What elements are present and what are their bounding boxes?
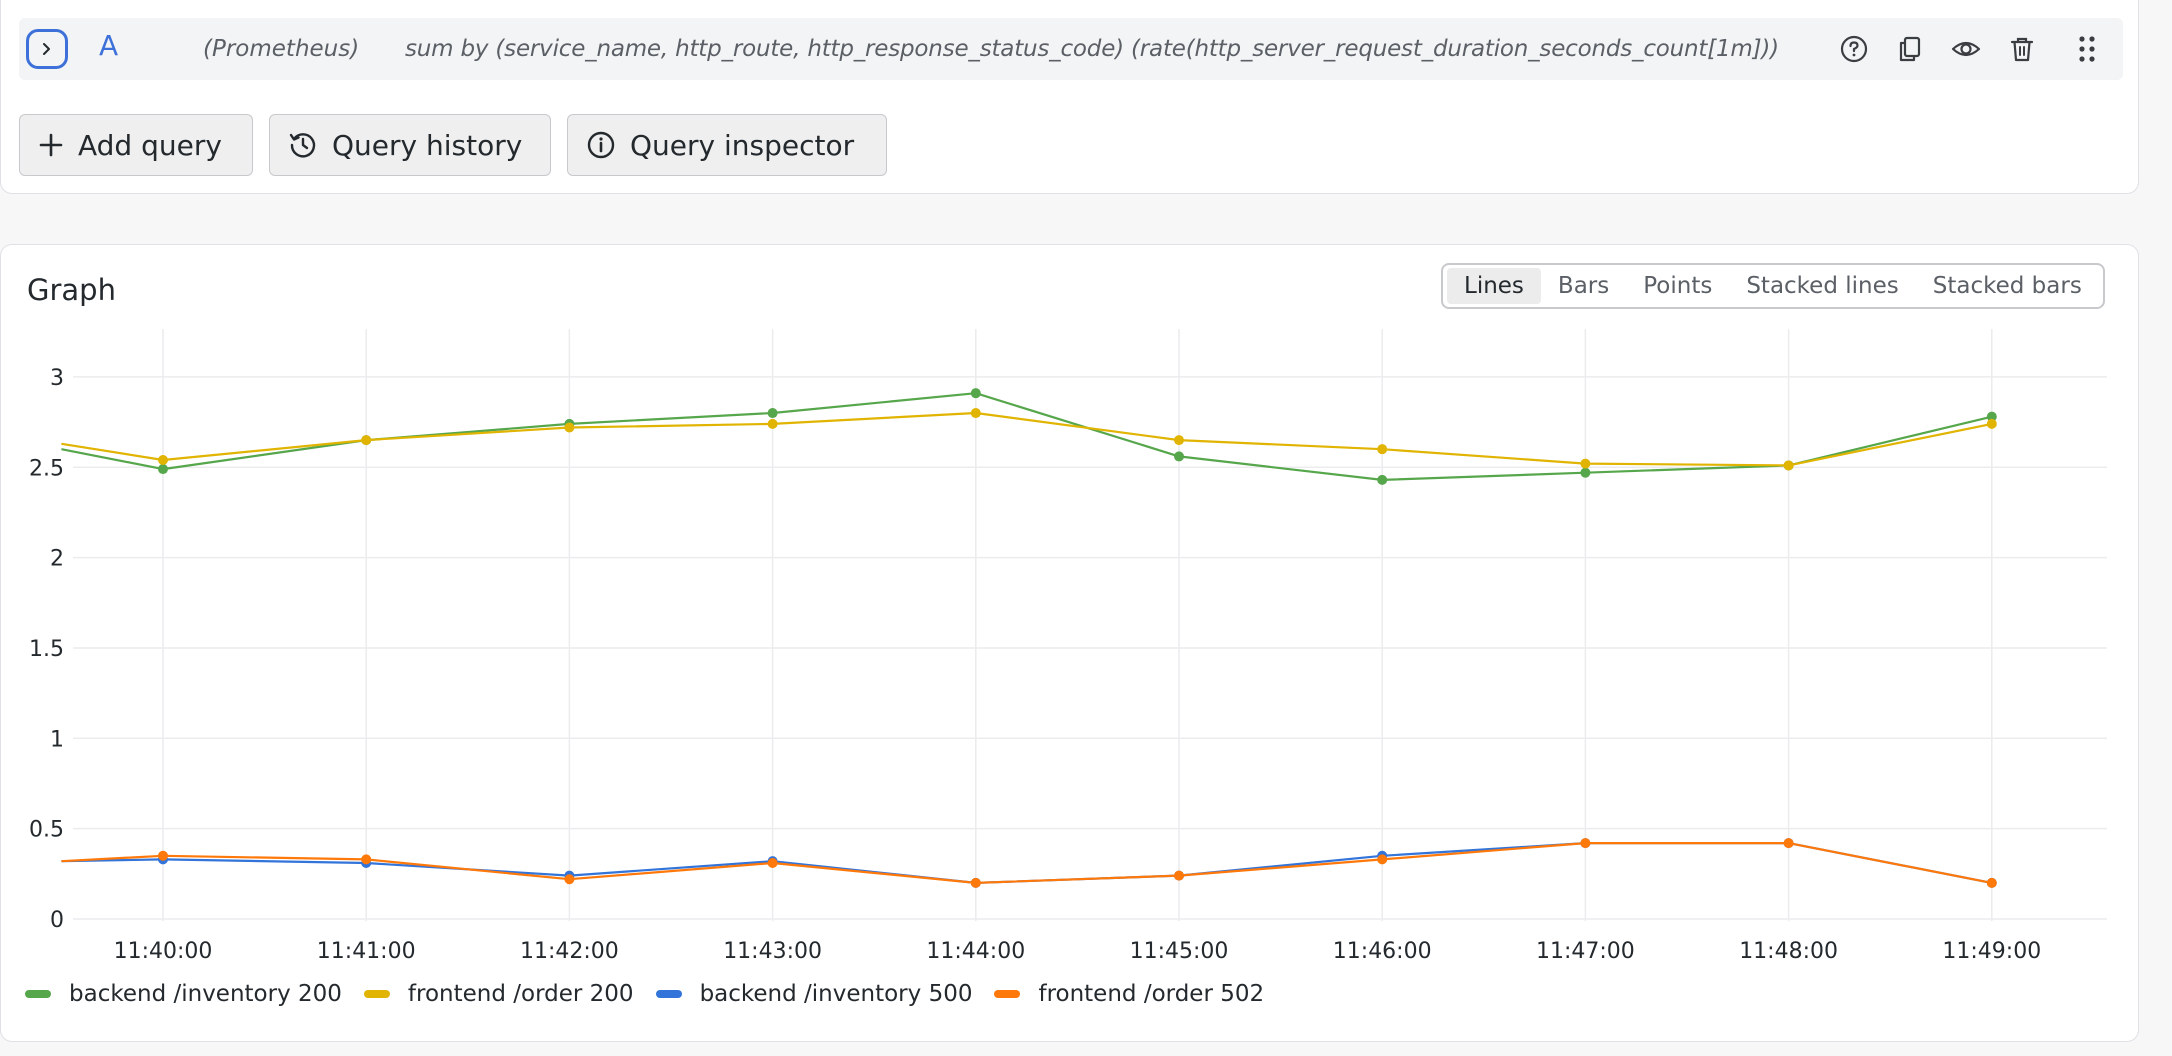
graph-panel: Graph Lines Bars Points Stacked lines St… — [0, 244, 2139, 1042]
info-icon — [587, 131, 615, 159]
legend-label: backend /inventory 200 — [69, 981, 342, 1007]
x-tick-label: 11:47:00 — [1536, 939, 1635, 964]
series-point — [564, 422, 575, 433]
x-tick-label: 11:42:00 — [520, 939, 619, 964]
x-tick-label: 11:40:00 — [114, 939, 213, 964]
datasource-name: (Prometheus) — [203, 36, 360, 62]
series-point — [1986, 418, 1997, 429]
trash-icon[interactable] — [2004, 31, 2040, 67]
series-point — [158, 464, 168, 475]
series-point — [1377, 444, 1388, 455]
series-point — [361, 435, 372, 446]
collapse-toggle-button[interactable] — [26, 29, 68, 69]
legend-swatch — [655, 990, 682, 998]
x-tick-label: 11:46:00 — [1333, 939, 1432, 964]
view-mode-stacked-bars[interactable]: Stacked bars — [1932, 273, 2082, 299]
series-point — [767, 857, 778, 868]
chevron-right-icon — [43, 43, 50, 55]
series-point — [1783, 838, 1794, 849]
view-mode-points[interactable]: Points — [1643, 273, 1713, 299]
x-tick-label: 11:43:00 — [723, 939, 822, 964]
legend-item[interactable]: frontend /order 200 — [363, 981, 634, 1007]
legend-item[interactable]: backend /inventory 200 — [25, 981, 342, 1007]
y-tick-label: 0.5 — [29, 818, 64, 843]
query-history-button[interactable]: Query history — [269, 114, 551, 176]
legend-swatch — [363, 990, 390, 998]
view-mode-lines[interactable]: Lines — [1447, 268, 1541, 304]
graph-title: Graph — [27, 273, 116, 307]
series-point — [1174, 870, 1184, 881]
y-tick-label: 1.5 — [29, 637, 64, 662]
view-mode-bars[interactable]: Bars — [1557, 273, 1610, 299]
history-icon — [289, 133, 316, 158]
x-tick-label: 11:45:00 — [1130, 939, 1229, 964]
y-tick-label: 2 — [50, 547, 64, 572]
legend-item[interactable]: frontend /order 502 — [994, 981, 1264, 1007]
x-tick-label: 11:44:00 — [926, 939, 1025, 964]
series-point — [1377, 474, 1388, 485]
x-tick-label: 11:49:00 — [1942, 939, 2041, 964]
chart-legend: backend /inventory 200 frontend /order 20… — [25, 981, 1286, 1007]
x-tick-label: 11:48:00 — [1739, 939, 1838, 964]
legend-swatch — [25, 990, 51, 998]
plus-icon — [39, 133, 63, 157]
view-mode-stacked-lines[interactable]: Stacked lines — [1746, 273, 1899, 299]
series-point — [1986, 877, 1997, 888]
query-expression[interactable]: sum by (service_name, http_route, http_r… — [405, 36, 1779, 62]
query-editor-panel: A (Prometheus) sum by (service_name, htt… — [0, 0, 2139, 194]
query-row: A (Prometheus) sum by (service_name, htt… — [19, 18, 2123, 80]
time-series-chart[interactable]: 0 0.5 1 1.5 2 2.5 3 11:40:00 11:41:00 11:42:00 11:… — [1, 245, 2138, 965]
add-query-label: Add query — [78, 128, 222, 162]
x-tick-label: 11:41:00 — [317, 939, 416, 964]
series-point — [1580, 458, 1591, 469]
series-point — [1174, 435, 1184, 446]
add-query-button[interactable]: Add query — [19, 114, 253, 176]
drag-handle-icon[interactable] — [2069, 31, 2105, 67]
legend-label: backend /inventory 500 — [699, 981, 973, 1007]
series-point — [1580, 467, 1591, 478]
eye-icon[interactable] — [1948, 31, 1984, 67]
series-point — [1377, 854, 1388, 865]
query-inspector-button[interactable]: Query inspector — [567, 114, 887, 176]
series-point — [361, 854, 372, 865]
y-tick-label: 0 — [50, 908, 64, 933]
help-icon[interactable] — [1836, 31, 1872, 67]
series-point — [767, 418, 778, 429]
legend-label: frontend /order 200 — [407, 981, 634, 1007]
series-point — [1783, 460, 1794, 471]
series-line — [61, 411, 1993, 467]
legend-item[interactable]: backend /inventory 500 — [655, 981, 973, 1007]
legend-swatch — [994, 990, 1021, 998]
series-point — [1580, 838, 1591, 849]
series-point — [970, 877, 981, 888]
legend-label: frontend /order 502 — [1038, 981, 1265, 1007]
series-line — [61, 842, 1993, 884]
series-point — [564, 874, 575, 885]
series-point — [1174, 451, 1184, 462]
query-inspector-label: Query inspector — [630, 128, 855, 162]
series-point — [970, 408, 981, 419]
query-name[interactable]: A — [99, 29, 119, 62]
y-tick-label: 1 — [50, 727, 64, 752]
y-tick-label: 2.5 — [29, 456, 64, 481]
copy-icon[interactable] — [1892, 31, 1928, 67]
query-history-label: Query history — [332, 128, 523, 162]
series-point — [970, 388, 981, 399]
view-mode-selector: Lines Bars Points Stacked lines Stacked … — [1441, 263, 2105, 309]
series-point — [767, 408, 778, 419]
series-point — [158, 455, 168, 466]
y-tick-label: 3 — [50, 366, 64, 391]
series-point — [1986, 411, 1997, 422]
series-point — [158, 850, 168, 861]
